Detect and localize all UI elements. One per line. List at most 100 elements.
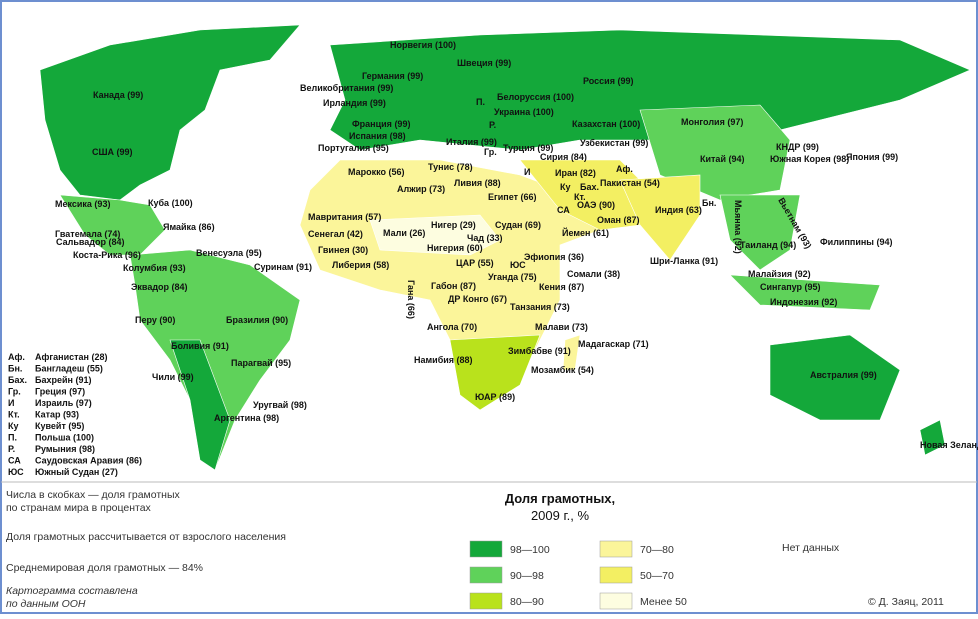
country-label: ОАЭ (90) [577, 200, 615, 210]
country-label: Узбекистан (99) [580, 138, 648, 148]
country-label: Ку [560, 182, 571, 192]
abbr-key: Аф. [8, 352, 25, 362]
country-label: Украина (100) [494, 107, 554, 117]
country-label: Йемен (61) [562, 227, 609, 238]
country-label: Канада (99) [93, 90, 143, 100]
abbr-name: Бангладеш (55) [35, 364, 103, 374]
country-label: Филиппины (94) [820, 237, 893, 247]
country-label: ЮАР (89) [475, 392, 515, 402]
country-label: Венесуэла (95) [196, 248, 262, 258]
country-label: Сингапур (95) [760, 282, 821, 292]
abbr-key: ЮС [8, 467, 24, 477]
note: по странам мира в процентах [6, 502, 152, 514]
country-label: Норвегия (100) [390, 40, 456, 50]
legend-label: Менее 50 [640, 596, 687, 608]
abbr-name: Израиль (97) [35, 398, 92, 408]
country-label: Новая Зеландия (99) [920, 440, 978, 450]
country-label: Италия (99) [446, 137, 497, 147]
country-label: Гвинея (30) [318, 245, 368, 255]
legend-swatch [469, 566, 503, 584]
country-label: Мали (26) [383, 228, 425, 238]
country-label: Испания (98) [349, 131, 406, 141]
country-label: Либерия (58) [332, 260, 389, 270]
country-label: Аф. [616, 164, 633, 174]
abbr-key: Гр. [8, 387, 21, 397]
country-label: Мадагаскар (71) [578, 339, 649, 349]
country-label: Китай (94) [700, 154, 744, 164]
country-label: Мавритания (57) [308, 212, 381, 222]
legend-subtitle: 2009 г., % [531, 508, 590, 523]
country-label: Сирия (84) [540, 152, 587, 162]
legend-label: 90—98 [510, 570, 544, 582]
country-label: Колумбия (93) [123, 263, 186, 273]
country-label: Малайзия (92) [748, 269, 811, 279]
abbr-key: Р. [8, 444, 15, 454]
legend-no-data: Нет данных [782, 542, 840, 554]
country-label: Суринам (91) [254, 262, 312, 272]
country-label: Бах. [580, 182, 599, 192]
country-label: Ямайка (86) [163, 222, 215, 232]
abbr-key: Ку [8, 421, 19, 431]
abbr-name: Катар (93) [35, 410, 79, 420]
country-label: Чили (99) [152, 372, 194, 382]
country-label: Уругвай (98) [253, 400, 307, 410]
country-label: Судан (69) [495, 220, 541, 230]
country-label: Зимбабве (91) [508, 346, 571, 356]
abbr-name: Кувейт (95) [35, 421, 84, 431]
source: Картограмма составлена [6, 585, 138, 597]
country-label: Турция (99) [503, 143, 553, 153]
country-label: КНДР (99) [776, 142, 819, 152]
abbr-name: Греция (97) [35, 387, 85, 397]
country-label: Австралия (99) [810, 370, 877, 380]
country-label: США (99) [92, 147, 133, 157]
legend-swatch [599, 592, 633, 610]
country-label: Россия (99) [583, 76, 633, 86]
country-label: Ирландия (99) [323, 98, 386, 108]
abbr-name: Польша (100) [35, 433, 94, 443]
country-label: ЮС [510, 260, 526, 270]
abbr-key: П. [8, 433, 17, 443]
country-label: Египет (66) [488, 192, 537, 202]
country-label: Габон (87) [431, 281, 476, 291]
country-label: Нигерия (60) [427, 243, 483, 253]
note: Числа в скобках — доля грамотных [6, 489, 181, 501]
country-label: Сальвадор (84) [56, 237, 125, 247]
country-label: СА [557, 205, 570, 215]
country-label: Уганда (75) [488, 272, 537, 282]
abbr-name: Афганистан (28) [35, 352, 107, 362]
country-label: Белоруссия (100) [497, 92, 574, 102]
country-label: Ливия (88) [454, 178, 501, 188]
country-label: Мексика (93) [55, 199, 110, 209]
legend-label: 80—90 [510, 596, 544, 608]
abbr-name: Южный Судан (27) [35, 467, 118, 477]
country-label: Кения (87) [539, 282, 584, 292]
legend-label: 98—100 [510, 544, 550, 556]
country-label: Коста-Рика (96) [73, 250, 141, 260]
country-label: Монголия (97) [681, 117, 743, 127]
country-label: Нигер (29) [431, 220, 476, 230]
legend-label: 50—70 [640, 570, 674, 582]
country-label: Гана (66) [406, 280, 416, 319]
country-label: ЦАР (55) [456, 258, 494, 268]
country-label: Индонезия (92) [770, 297, 837, 307]
country-label: Алжир (73) [397, 184, 445, 194]
country-label: Сенегал (42) [308, 229, 363, 239]
country-label: Казахстан (100) [572, 119, 640, 129]
legend-swatch [469, 592, 503, 610]
country-label: Великобритания (99) [300, 83, 393, 93]
abbr-key: Бах. [8, 375, 27, 385]
abbr-key: Бн. [8, 364, 22, 374]
country-label: Ангола (70) [427, 322, 477, 332]
note: Доля грамотных рассчитывается от взросло… [6, 531, 286, 543]
country-label: Боливия (91) [171, 341, 229, 351]
country-label: И [524, 167, 530, 177]
country-label: Бразилия (90) [226, 315, 288, 325]
country-label: Марокко (56) [348, 167, 405, 177]
country-label: Германия (99) [362, 71, 423, 81]
legend-title: Доля грамотных, [505, 491, 615, 506]
landmass [39, 24, 971, 471]
country-label: Эквадор (84) [131, 282, 188, 292]
country-label: Эфиопия (36) [524, 252, 584, 262]
country-label: Франция (99) [352, 119, 410, 129]
country-label: Португалия (95) [318, 143, 389, 153]
